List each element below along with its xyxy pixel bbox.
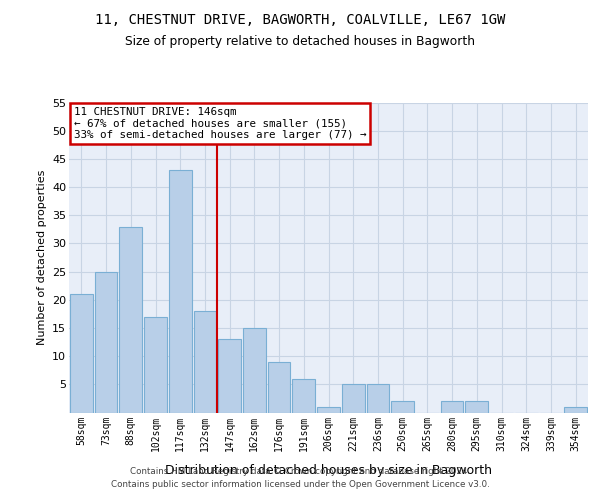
Bar: [119, 226, 142, 412]
Bar: [70, 294, 93, 412]
Bar: [317, 407, 340, 412]
Bar: [441, 401, 463, 412]
Bar: [144, 316, 167, 412]
Bar: [268, 362, 290, 412]
Bar: [564, 407, 587, 412]
Bar: [95, 272, 118, 412]
Text: 11, CHESTNUT DRIVE, BAGWORTH, COALVILLE, LE67 1GW: 11, CHESTNUT DRIVE, BAGWORTH, COALVILLE,…: [95, 12, 505, 26]
Bar: [194, 311, 216, 412]
Bar: [169, 170, 191, 412]
Bar: [466, 401, 488, 412]
X-axis label: Distribution of detached houses by size in Bagworth: Distribution of detached houses by size …: [165, 464, 492, 477]
Bar: [243, 328, 266, 412]
Text: Contains HM Land Registry data © Crown copyright and database right 2024.: Contains HM Land Registry data © Crown c…: [130, 467, 470, 476]
Text: Size of property relative to detached houses in Bagworth: Size of property relative to detached ho…: [125, 35, 475, 48]
Bar: [342, 384, 365, 412]
Bar: [218, 339, 241, 412]
Bar: [391, 401, 414, 412]
Text: 11 CHESTNUT DRIVE: 146sqm
← 67% of detached houses are smaller (155)
33% of semi: 11 CHESTNUT DRIVE: 146sqm ← 67% of detac…: [74, 107, 367, 140]
Bar: [292, 378, 315, 412]
Bar: [367, 384, 389, 412]
Text: Contains public sector information licensed under the Open Government Licence v3: Contains public sector information licen…: [110, 480, 490, 489]
Y-axis label: Number of detached properties: Number of detached properties: [37, 170, 47, 345]
